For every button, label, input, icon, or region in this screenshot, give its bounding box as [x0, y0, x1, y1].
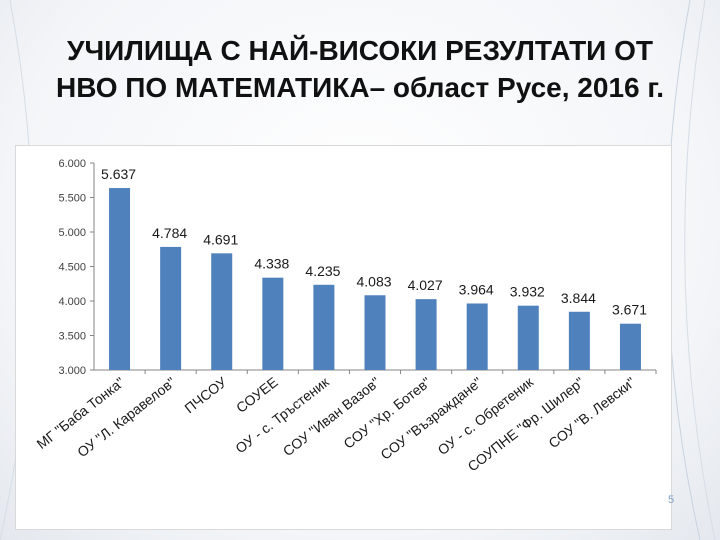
title-line-2: НВО ПО МАТЕМАТИКА– област Русе, 2016 г.	[55, 72, 665, 103]
bar	[160, 246, 182, 370]
bar	[262, 277, 284, 370]
bar	[466, 303, 488, 370]
y-tick-label: 5.000	[58, 227, 86, 239]
bar-value-label: 4.691	[203, 231, 238, 247]
y-tick-label: 6.000	[58, 158, 86, 170]
bar-value-label: 3.964	[459, 281, 494, 297]
x-category-label: СОУЕЕ	[233, 374, 281, 416]
title-line-1: УЧИЛИЩА С НАЙ-ВИСОКИ РЕЗУЛТАТИ ОТ	[67, 35, 653, 66]
bar-value-label: 4.338	[254, 256, 289, 272]
page-number: 5	[668, 494, 675, 506]
bar-value-label: 4.784	[152, 225, 187, 241]
x-category-label: МГ "Баба Тонка"	[34, 374, 128, 452]
bar-value-label: 3.844	[561, 290, 596, 306]
bar	[415, 299, 437, 370]
x-category-label: ПЧСОУ	[181, 374, 229, 417]
y-tick-label: 3.000	[58, 365, 86, 377]
bar	[109, 188, 131, 370]
bar	[211, 253, 233, 370]
bar	[619, 323, 641, 370]
y-tick-label: 5.500	[58, 193, 86, 205]
bar	[568, 311, 590, 370]
chart-canvas: 3.000 3.500 4.000 4.500 5.000 5.500 6.000 5.637…	[34, 158, 657, 475]
x-category-label: СОУ "Хр. Ботев"	[340, 374, 434, 452]
bar-value-label: 5.637	[101, 166, 136, 182]
y-tick-label: 3.500	[58, 331, 86, 343]
bar-value-label: 4.083	[357, 273, 392, 289]
bar-value-label: 3.932	[510, 284, 545, 300]
y-tick-label: 4.500	[58, 262, 86, 274]
bar-chart: 3.000 3.500 4.000 4.500 5.000 5.500 6.000 5.637…	[15, 145, 672, 530]
y-tick-label: 4.000	[58, 296, 86, 308]
bar	[364, 295, 386, 370]
bar-value-label: 4.235	[305, 263, 340, 279]
x-category-label: СОУ "В. Левски"	[545, 374, 638, 452]
bar	[517, 305, 539, 370]
slide-title: УЧИЛИЩА С НАЙ-ВИСОКИ РЕЗУЛТАТИ ОТ НВО ПО…	[0, 32, 720, 106]
bar-value-label: 4.027	[408, 277, 443, 293]
bar-value-label: 3.671	[612, 302, 647, 318]
bar	[313, 284, 335, 370]
